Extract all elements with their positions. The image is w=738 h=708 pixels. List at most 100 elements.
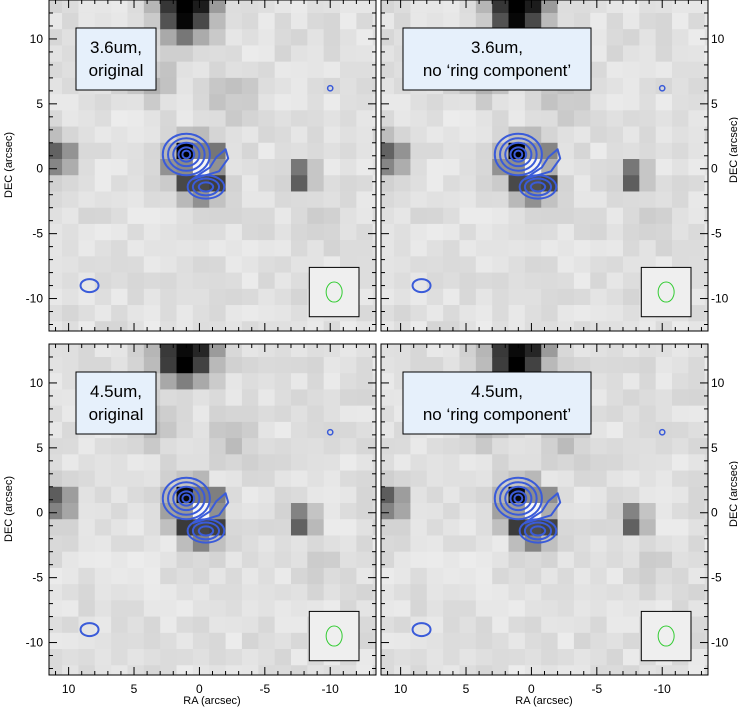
image-pixel [524, 321, 542, 331]
image-pixel [622, 535, 640, 553]
image-pixel [176, 584, 194, 601]
image-pixel [209, 454, 227, 472]
image-pixel [459, 305, 477, 322]
image-pixel [94, 321, 112, 331]
image-pixel [127, 503, 145, 520]
image-pixel [381, 223, 395, 241]
image-pixel [258, 421, 276, 439]
image-pixel [426, 0, 444, 14]
image-pixel [492, 551, 510, 569]
image-pixel [225, 356, 243, 374]
image-pixel [192, 240, 210, 257]
image-pixel [704, 159, 708, 176]
image-pixel [258, 389, 276, 407]
image-pixel [492, 535, 510, 553]
image-pixel [274, 29, 292, 46]
image-pixel [49, 305, 63, 322]
image-pixel [426, 486, 444, 504]
image-pixel [225, 567, 243, 585]
contour-south [197, 181, 215, 193]
image-pixel [111, 94, 128, 111]
image-pixel [508, 272, 526, 290]
image-pixel [394, 288, 411, 306]
image-pixel [704, 486, 708, 504]
image-pixel [49, 77, 63, 95]
image-pixel [340, 551, 357, 569]
image-pixel [258, 632, 276, 650]
image-pixel [274, 77, 292, 95]
image-pixel [127, 159, 145, 176]
image-pixel [372, 77, 376, 95]
image-pixel [590, 77, 608, 95]
image-pixel [381, 649, 395, 666]
y-tick-label: 10 [30, 376, 44, 390]
image-pixel [323, 665, 341, 675]
image-pixel [356, 110, 374, 128]
y-tick-label: 10 [711, 32, 725, 46]
image-pixel [557, 110, 575, 128]
image-pixel [622, 0, 640, 14]
image-pixel [606, 61, 624, 79]
image-pixel [127, 649, 145, 666]
image-pixel [655, 373, 673, 390]
image-pixel [127, 356, 145, 374]
image-pixel [639, 584, 657, 601]
image-pixel [372, 159, 376, 176]
image-pixel [209, 567, 227, 585]
image-pixel [508, 454, 526, 472]
image-pixel [410, 159, 428, 176]
image-pixel [443, 486, 460, 504]
x-tick-label: -10 [654, 682, 672, 696]
image-pixel [557, 519, 575, 536]
image-pixel [426, 632, 444, 650]
image-pixel [639, 470, 657, 488]
image-pixel [623, 681, 640, 698]
image-pixel [176, 665, 194, 675]
image-pixel [524, 356, 542, 374]
image-pixel [704, 551, 708, 569]
image-pixel [176, 438, 194, 455]
image-pixel [94, 535, 112, 553]
image-pixel [111, 0, 128, 14]
image-pixel [394, 305, 411, 322]
image-pixel [143, 256, 161, 274]
image-pixel [443, 344, 460, 358]
image-pixel [590, 616, 608, 634]
image-pixel [49, 584, 63, 601]
image-pixel [323, 535, 341, 553]
image-pixel [557, 551, 575, 569]
contour-north [177, 490, 196, 507]
image-pixel [356, 535, 374, 553]
y-axis-title-right-bottom: DEC (arcsec) [728, 461, 738, 527]
image-pixel [94, 454, 112, 472]
image-pixel [704, 470, 708, 488]
image-pixel [241, 470, 259, 488]
image-pixel [143, 191, 161, 209]
image-pixel [62, 223, 79, 241]
y-tick-label: -5 [711, 227, 722, 241]
image-pixel [49, 110, 63, 128]
image-pixel [426, 321, 444, 331]
image-pixel [143, 438, 161, 455]
image-pixel [62, 61, 79, 79]
image-pixel [372, 272, 376, 290]
image-pixel [459, 503, 477, 520]
image-pixel [426, 600, 444, 618]
image-pixel [192, 389, 210, 407]
image-pixel [622, 94, 640, 111]
image-pixel [573, 665, 591, 675]
x-tick-label: 5 [131, 682, 138, 696]
image-pixel [192, 61, 210, 79]
image-pixel [459, 321, 477, 331]
image-pixel [557, 12, 575, 30]
image-pixel [475, 535, 493, 553]
image-pixel [78, 256, 96, 274]
image-pixel [459, 288, 477, 306]
image-pixel [557, 288, 575, 306]
image-pixel [410, 305, 428, 322]
image-pixel [143, 584, 161, 601]
y-axis-title-right-top: DEC (arcsec) [728, 117, 738, 183]
image-pixel [78, 159, 96, 176]
panel-label-box: 3.6um, original [75, 27, 157, 91]
image-pixel [688, 305, 706, 322]
